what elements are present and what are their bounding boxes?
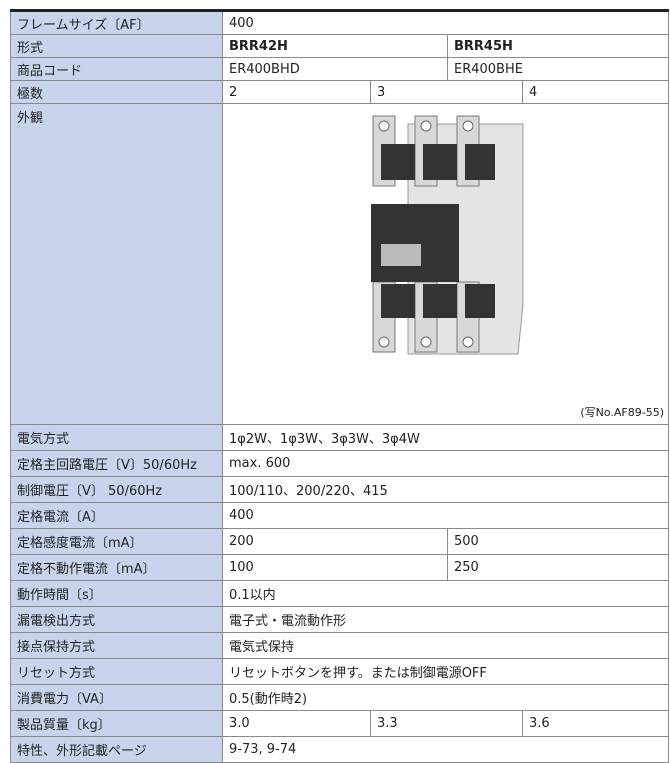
value-cell: 4 — [521, 80, 670, 104]
value-cell: 3.6 — [521, 710, 670, 737]
value-cell: max. 600 — [221, 450, 670, 477]
value-cell: 200 — [222, 528, 448, 555]
value-cell: 0.5(動作時2) — [221, 684, 670, 711]
table-row: 製品質量〔kg〕 3.0 3.3 3.6 — [10, 710, 670, 737]
table-row: フレームサイズ〔AF〕 400 — [10, 10, 670, 35]
row-label: 消費電力〔VA〕 — [10, 684, 223, 711]
image-cell: (写No.AF89-55) — [221, 103, 670, 425]
value-cell: 400 — [221, 10, 670, 35]
table-row: 漏電検出方式 電子式・電流動作形 — [10, 606, 670, 633]
photo-caption: (写No.AF89-55) — [580, 406, 665, 419]
spec-table: フレームサイズ〔AF〕 400 形式 BRR42H BRR45H 商品コード ER400BH… — [10, 9, 670, 763]
row-label: 電気方式 — [10, 424, 223, 451]
row-label: 定格感度電流〔mA〕 — [10, 528, 223, 555]
table-body: フレームサイズ〔AF〕 400 形式 BRR42H BRR45H 商品コード ER400BH… — [10, 10, 670, 763]
value-cell: 2 — [222, 80, 371, 104]
value-cell: 500 — [446, 528, 670, 555]
row-label: 外観 — [10, 103, 223, 425]
value-cell: 電子式・電流動作形 — [221, 606, 670, 633]
row-label: 極数 — [10, 80, 223, 104]
value-cell: BRR42H — [222, 34, 448, 58]
table-row: 定格感度電流〔mA〕 200 500 — [10, 528, 670, 555]
value-cell: 3.3 — [370, 710, 523, 737]
table-row: 定格電流〔A〕 400 — [10, 502, 670, 529]
table-row: 商品コード ER400BHD ER400BHE — [10, 57, 670, 81]
row-label: リセット方式 — [10, 658, 223, 685]
table-row: 接点保持方式 電気式保持 — [10, 632, 670, 659]
value-cell: 100 — [222, 554, 448, 581]
row-label: 定格電流〔A〕 — [10, 502, 223, 529]
table-row: 特性、外形記載ページ 9-73, 9-74 — [10, 736, 670, 763]
value-cell: リセットボタンを押す。または制御電源OFF — [221, 658, 670, 685]
value-cell: 3 — [370, 80, 523, 104]
value-cell: 電気式保持 — [221, 632, 670, 659]
row-label: 形式 — [10, 34, 223, 58]
table-row: リセット方式 リセットボタンを押す。または制御電源OFF — [10, 658, 670, 685]
row-label: 商品コード — [10, 57, 223, 81]
product-photo — [371, 115, 524, 355]
value-cell: ER400BHE — [446, 57, 670, 81]
row-label: 製品質量〔kg〕 — [10, 710, 223, 737]
table-row: 形式 BRR42H BRR45H — [10, 34, 670, 58]
row-label: 特性、外形記載ページ — [10, 736, 223, 763]
row-label: 動作時間〔s〕 — [10, 580, 223, 607]
row-label: 定格主回路電圧〔V〕50/60Hz — [10, 450, 223, 477]
table-row: 電気方式 1φ2W、1φ3W、3φ3W、3φ4W — [10, 424, 670, 451]
value-cell: 100/110、200/220、415 — [221, 476, 670, 503]
table-row: 極数 2 3 4 — [10, 80, 670, 104]
value-cell: 3.0 — [222, 710, 371, 737]
row-label: 制御電圧〔V〕 50/60Hz — [10, 476, 223, 503]
value-cell: ER400BHD — [222, 57, 448, 81]
value-cell: BRR45H — [446, 34, 670, 58]
row-label: 定格不動作電流〔mA〕 — [10, 554, 223, 581]
table-row: 定格不動作電流〔mA〕 100 250 — [10, 554, 670, 581]
value-cell: 0.1以内 — [221, 580, 670, 607]
value-cell: 250 — [446, 554, 670, 581]
table-row: 定格主回路電圧〔V〕50/60Hz max. 600 — [10, 450, 670, 477]
row-label: フレームサイズ〔AF〕 — [10, 10, 223, 35]
value-cell: 1φ2W、1φ3W、3φ3W、3φ4W — [221, 424, 670, 451]
value-cell: 9-73, 9-74 — [221, 736, 670, 763]
appearance-row: 外観 (写No.AF89-55) — [10, 103, 670, 425]
row-label: 漏電検出方式 — [10, 606, 223, 633]
row-label: 接点保持方式 — [10, 632, 223, 659]
table-row: 動作時間〔s〕 0.1以内 — [10, 580, 670, 607]
table-row: 制御電圧〔V〕 50/60Hz 100/110、200/220、415 — [10, 476, 670, 503]
value-cell: 400 — [221, 502, 670, 529]
table-row: 消費電力〔VA〕 0.5(動作時2) — [10, 684, 670, 711]
